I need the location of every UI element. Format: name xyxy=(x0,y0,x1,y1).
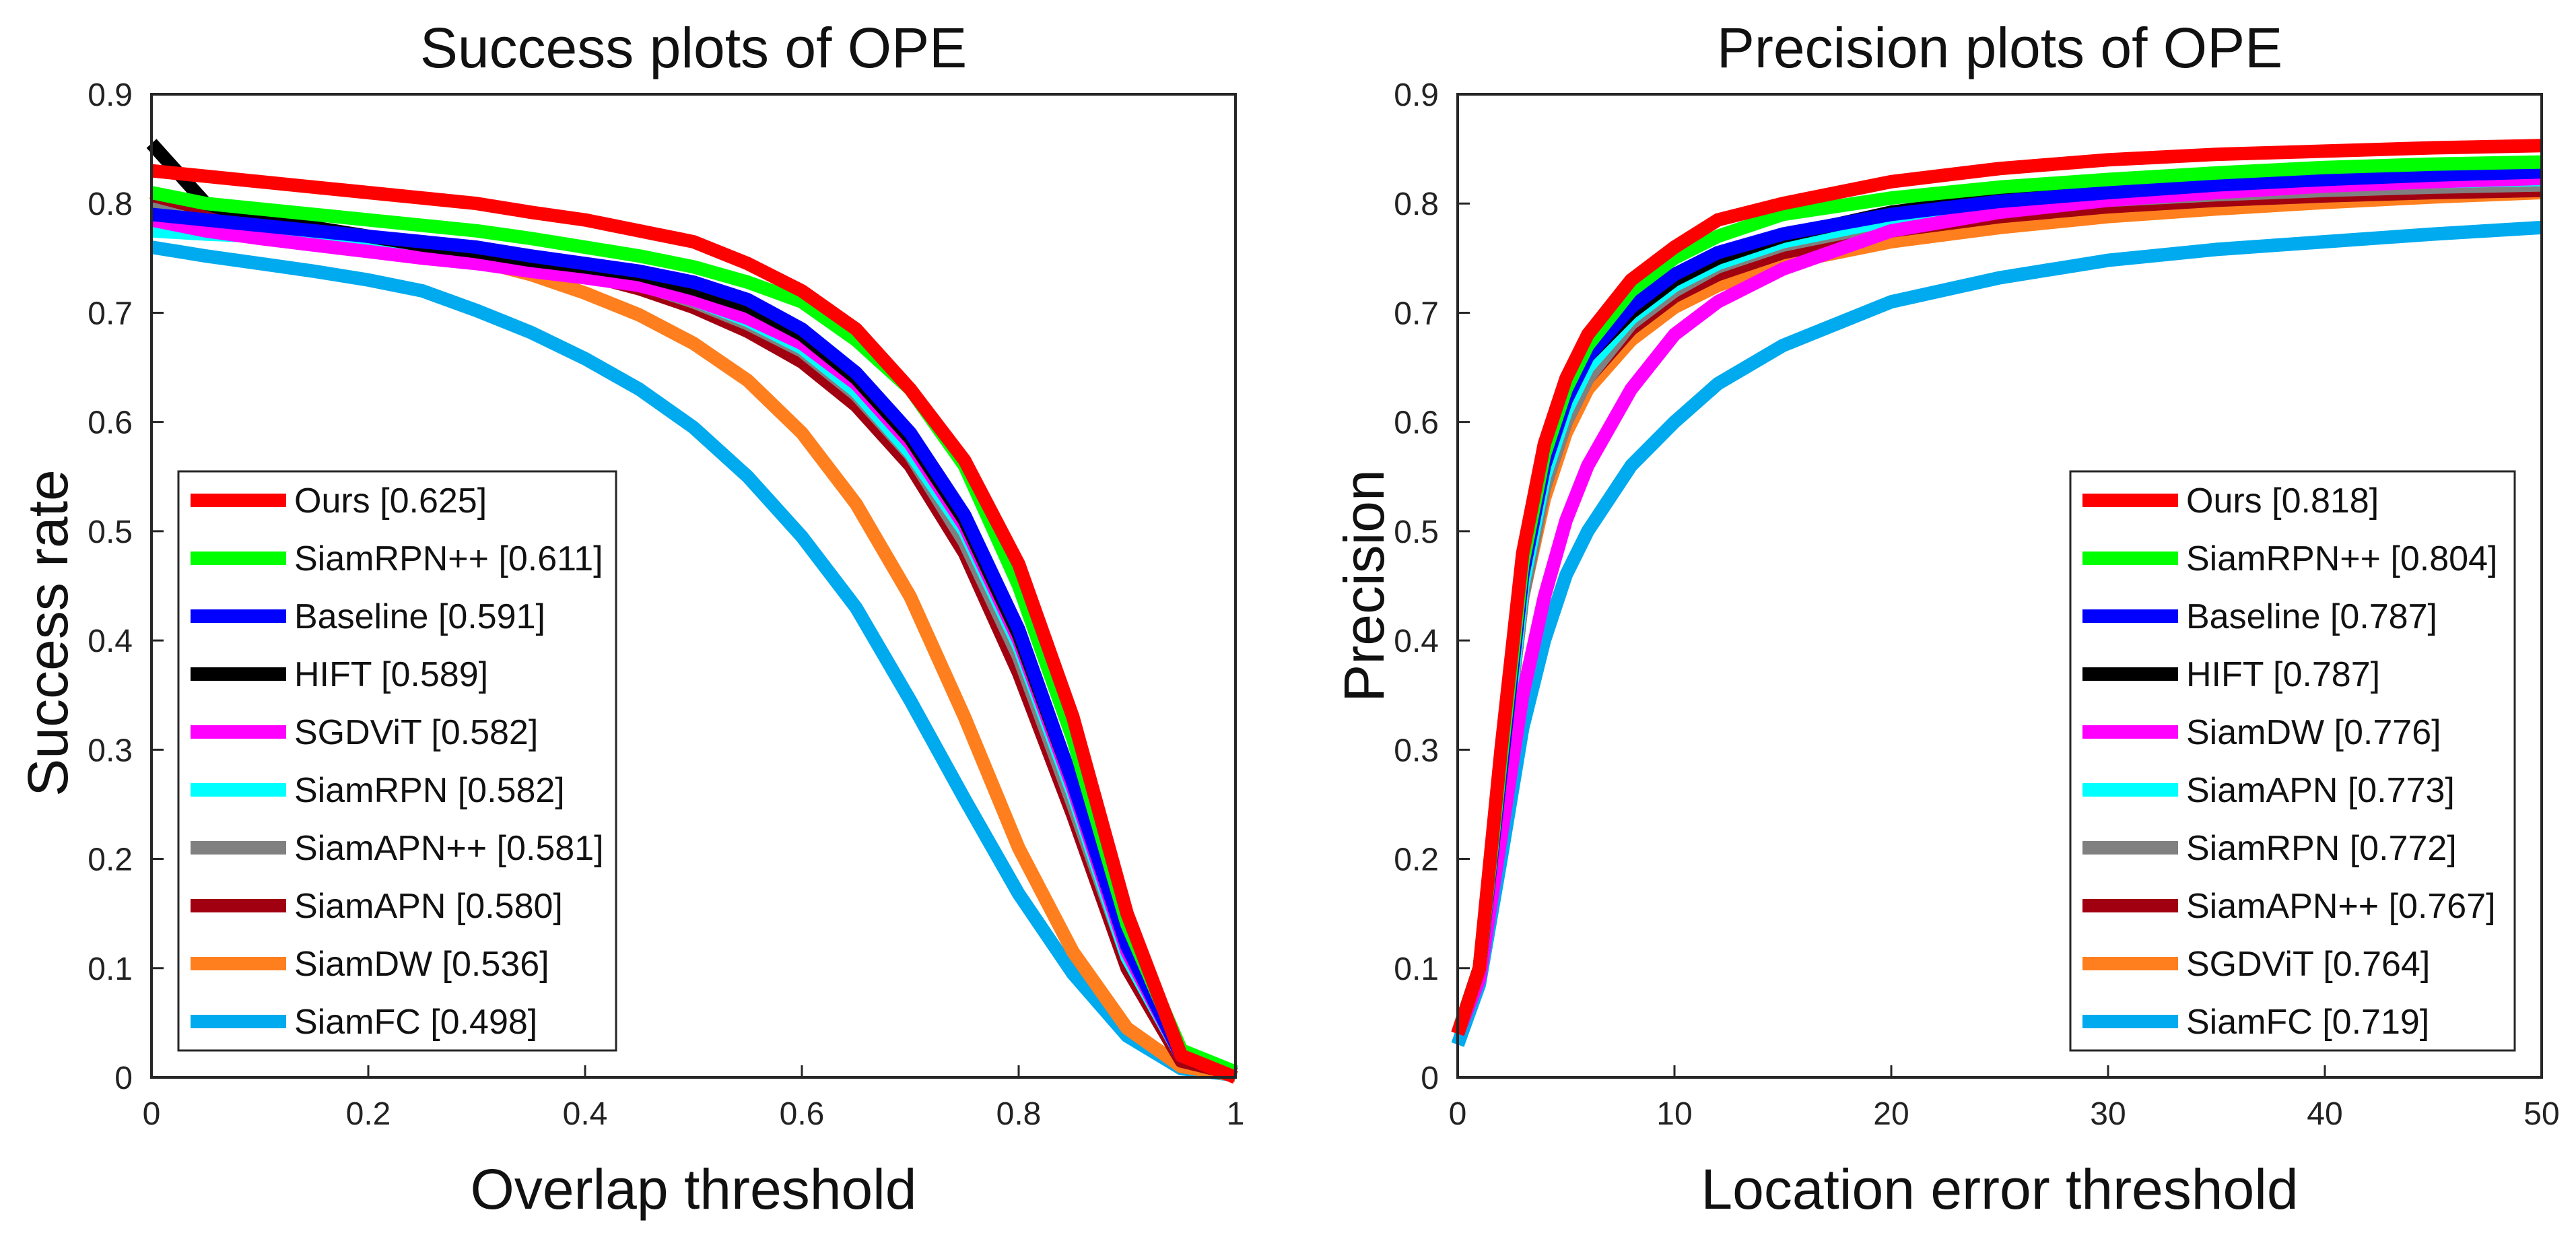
success-plot-series-line-siamrpn- xyxy=(150,186,1238,1079)
precision-plot-y-tick-label: 0.7 xyxy=(1394,296,1439,331)
success-plot-legend-label: SGDViT [0.582] xyxy=(294,713,538,752)
success-plot-series-line-siamfc xyxy=(150,240,1237,1082)
precision-plot-x-tick-label: 10 xyxy=(1656,1096,1692,1132)
success-plot-title: Success plots of OPE xyxy=(420,16,967,79)
success-plot-y-tick-label: 0.7 xyxy=(88,296,133,331)
precision-plot-series xyxy=(1451,139,2542,1047)
precision-plot-y-tick-label: 0.1 xyxy=(1394,951,1439,987)
precision-plot-legend-label: HIFT [0.787] xyxy=(2186,655,2380,694)
success-plot-x-axis-label: Overlap threshold xyxy=(470,1158,916,1221)
precision-plot-title: Precision plots of OPE xyxy=(1717,16,2282,79)
success-plot-y-tick-label: 0.9 xyxy=(88,77,133,113)
success-plot-series-line-ours xyxy=(150,164,1238,1084)
precision-plot-legend-label: SiamRPN++ [0.804] xyxy=(2186,539,2497,578)
success-plot-legend-label: SiamRPN [0.582] xyxy=(294,771,565,810)
success-plot-y-tick-label: 0.6 xyxy=(88,405,133,441)
success-plot-legend-label: SiamDW [0.536] xyxy=(294,945,549,984)
precision-plot-y-tick-label: 0.2 xyxy=(1394,842,1439,878)
success-plot-x-tick-label: 0 xyxy=(143,1096,161,1132)
precision-plot-x-tick-label: 20 xyxy=(1873,1096,1909,1132)
success-plot-x-tick-label: 0.4 xyxy=(563,1096,608,1132)
success-plot-y-tick-label: 0.3 xyxy=(88,733,133,768)
precision-plot-x-tick-label: 30 xyxy=(2090,1096,2126,1132)
success-plot-legend-box xyxy=(177,470,617,1052)
success-plot-legend-label: SiamRPN++ [0.611] xyxy=(294,539,603,578)
success-plot-y-tick-label: 0.1 xyxy=(88,951,133,987)
success-plot-legend-label: HIFT [0.589] xyxy=(294,655,488,694)
success-plot-y-tick-label: 0.2 xyxy=(88,842,133,878)
precision-plot-legend-label: Ours [0.818] xyxy=(2186,481,2379,521)
success-plot-legend-label: SiamAPN++ [0.581] xyxy=(294,829,604,868)
precision-plot-y-tick-label: 0.6 xyxy=(1394,405,1439,441)
success-plot-y-axis-label: Success rate xyxy=(16,469,79,797)
success-plot-legend: Ours [0.625] SiamRPN++ [0.611] Baseline [0… xyxy=(177,470,617,1052)
success-plot-legend-label: Ours [0.625] xyxy=(294,481,487,521)
precision-plot-legend-label: SiamFC [0.719] xyxy=(2186,1003,2429,1042)
success-plot-series-line-baseline xyxy=(150,207,1238,1079)
success-plot: Success plots of OPE Overlap threshold S… xyxy=(16,16,1244,1221)
precision-plot-legend-box xyxy=(2069,470,2516,1052)
precision-plot-legend: Ours [0.818] SiamRPN++ [0.804] Baseline [0… xyxy=(2069,470,2516,1052)
precision-plot-y-tick-label: 0.4 xyxy=(1394,624,1439,659)
success-plot-legend-label: SiamFC [0.498] xyxy=(294,1003,537,1042)
precision-plot-y-tick-label: 0.9 xyxy=(1394,77,1439,113)
precision-plot-x-tick-label: 0 xyxy=(1449,1096,1467,1132)
success-plot-y-tick-label: 0.5 xyxy=(88,514,133,550)
success-plot-series xyxy=(146,139,1238,1084)
precision-plot-axes-box xyxy=(1456,93,2543,1079)
precision-plot-x-tick-label: 40 xyxy=(2307,1096,2342,1132)
precision-plot-y-axis-label: Precision xyxy=(1332,469,1396,702)
success-plot-x-tick-label: 1 xyxy=(1227,1096,1245,1132)
success-plot-legend-label: SiamAPN [0.580] xyxy=(294,887,563,926)
precision-plot-legend-label: SiamDW [0.776] xyxy=(2186,713,2441,752)
precision-plot-y-tick-label: 0.5 xyxy=(1394,514,1439,550)
precision-plot-legend-label: SGDViT [0.764] xyxy=(2186,945,2430,984)
precision-plot-legend-label: SiamRPN [0.772] xyxy=(2186,829,2457,868)
precision-plot-x-tick-label: 50 xyxy=(2523,1096,2559,1132)
success-plot-y-tick-label: 0.8 xyxy=(88,187,133,222)
precision-plot-series-line-siamdw xyxy=(1451,171,2542,1036)
precision-plot-legend-label: SiamAPN [0.773] xyxy=(2186,771,2455,810)
precision-plot-y-tick-label: 0.8 xyxy=(1394,187,1439,222)
success-plot-x-tick-label: 0.8 xyxy=(996,1096,1042,1132)
precision-plot-legend-label: SiamAPN++ [0.767] xyxy=(2186,887,2496,926)
success-plot-y-tick-label: 0 xyxy=(114,1061,133,1096)
success-plot-axes-box xyxy=(150,93,1237,1079)
success-plot-x-tick-label: 0.2 xyxy=(346,1096,391,1132)
precision-plot-ticks: 0 10 20 30 40 50 0 0.1 0.2 0.3 0.4 0.5 0.6 0.7 0.8 0.9 xyxy=(1394,77,2559,1132)
success-plot-x-tick-label: 0.6 xyxy=(780,1096,825,1132)
success-plot-y-tick-label: 0.4 xyxy=(88,624,133,659)
precision-plot-series-line-ours xyxy=(1451,139,2542,1036)
success-plot-legend-label: Baseline [0.591] xyxy=(294,597,545,636)
precision-plot-y-tick-label: 0 xyxy=(1421,1061,1439,1096)
precision-plot: Precision plots of OPE Location error th… xyxy=(1332,16,2560,1221)
success-plot-ticks: 0 0.2 0.4 0.6 0.8 1 0 0.1 0.2 0.3 0.4 0.5 0.6 0.7 0.8 0… xyxy=(88,77,1244,1132)
precision-plot-x-axis-label: Location error threshold xyxy=(1701,1158,2298,1221)
precision-plot-legend-label: Baseline [0.787] xyxy=(2186,597,2437,636)
precision-plot-y-tick-label: 0.3 xyxy=(1394,733,1439,768)
